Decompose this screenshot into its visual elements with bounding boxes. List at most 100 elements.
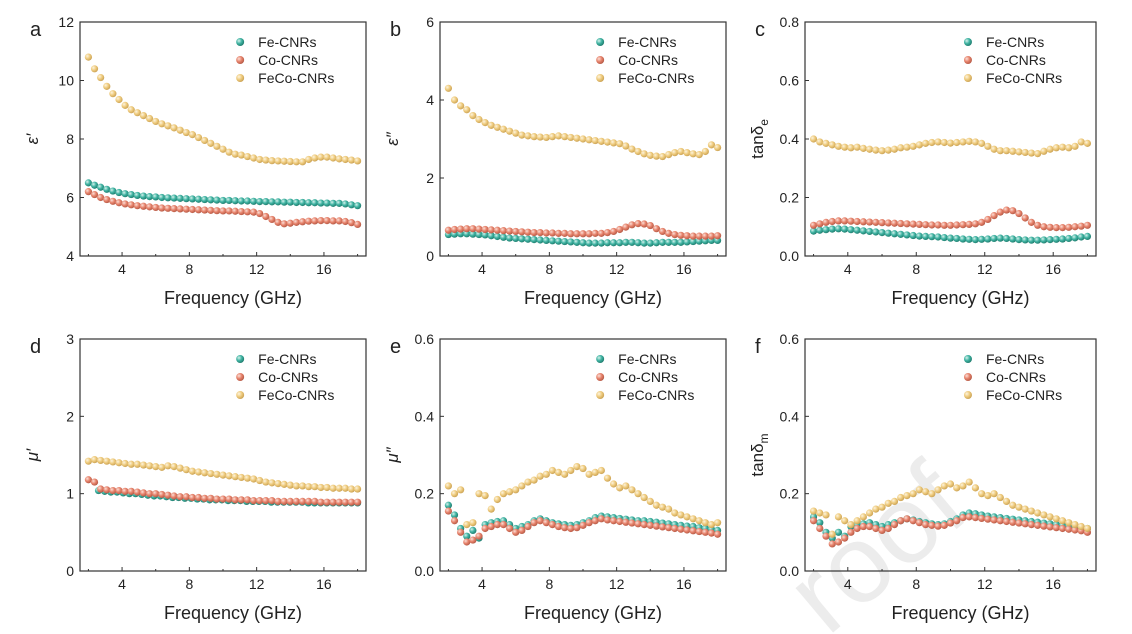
data-point-fe [822, 226, 830, 234]
data-point-co [262, 497, 270, 505]
data-point-fe [567, 238, 575, 246]
data-point-feco [103, 457, 111, 465]
data-point-fe [903, 231, 911, 239]
data-point-feco [707, 521, 716, 529]
x-tick-label: 4 [478, 576, 486, 592]
data-point-co [97, 485, 105, 493]
data-point-feco [946, 139, 955, 147]
y-axis-label: tanδe [748, 119, 771, 159]
data-point-feco [573, 134, 581, 142]
data-point-feco [665, 505, 673, 513]
data-point-co [164, 204, 172, 212]
data-point-feco [286, 157, 294, 166]
data-point-feco [505, 127, 514, 135]
data-point-feco [457, 486, 465, 494]
data-point-fe [1002, 234, 1011, 243]
data-point-feco [518, 131, 526, 139]
data-point-co [946, 221, 955, 229]
data-point-co [121, 200, 129, 208]
data-point-co [946, 519, 955, 527]
data-point-fe [853, 226, 861, 234]
data-point-co [1040, 522, 1048, 530]
data-point-feco [530, 133, 538, 141]
data-point-feco [536, 472, 544, 480]
panel-letter: d [30, 336, 41, 358]
data-point-feco [689, 150, 697, 158]
data-point-fe [353, 202, 362, 210]
x-tick-label: 4 [118, 261, 126, 277]
data-point-co [834, 217, 843, 225]
data-point-feco [1077, 522, 1085, 531]
data-point-fe [1077, 233, 1085, 241]
data-point-feco [121, 459, 129, 468]
data-point-feco [139, 112, 148, 120]
data-point-fe [329, 199, 337, 207]
data-point-fe [481, 231, 489, 239]
data-point-co [280, 497, 288, 505]
data-point-feco [591, 136, 599, 145]
data-point-co [170, 205, 178, 213]
data-point-feco [518, 482, 526, 490]
data-point-feco [1009, 147, 1017, 155]
data-point-feco [1083, 524, 1092, 533]
data-point-co [603, 516, 612, 524]
data-point-co [865, 218, 874, 226]
series-fe [444, 230, 722, 247]
data-point-fe [152, 193, 160, 201]
data-point-co [897, 517, 905, 525]
data-point-fe [84, 179, 93, 187]
legend-label-fe: Fe-CNRs [986, 351, 1044, 367]
data-point-co [109, 486, 117, 495]
panel-letter: c [755, 19, 765, 41]
data-point-co [329, 217, 337, 225]
data-point-co [542, 519, 550, 527]
legend-marker-fe [236, 355, 245, 363]
data-point-co [188, 205, 197, 214]
data-point-feco [481, 492, 489, 500]
data-point-co [853, 217, 861, 226]
data-point-fe [1065, 234, 1073, 243]
data-point-co [990, 212, 998, 220]
data-point-co [1009, 518, 1017, 526]
legend-marker-fe [236, 38, 245, 46]
data-point-co [616, 225, 624, 234]
data-point-co [1002, 517, 1011, 526]
data-point-co [828, 540, 836, 548]
data-point-fe [286, 198, 294, 206]
legend-label-feco: FeCo-CNRs [986, 387, 1062, 403]
data-point-co [164, 491, 172, 499]
data-point-feco [990, 145, 998, 153]
data-point-feco [701, 147, 709, 156]
data-point-co [127, 487, 135, 495]
data-point-feco [652, 501, 661, 509]
data-point-fe [658, 238, 667, 246]
data-point-feco [1077, 138, 1085, 146]
data-point-feco [231, 150, 239, 158]
legend-marker-feco [236, 391, 245, 399]
data-point-co [971, 220, 979, 228]
data-point-co [182, 493, 190, 501]
data-point-feco [127, 106, 135, 114]
data-point-co [646, 521, 654, 529]
data-point-fe [280, 198, 288, 206]
data-point-fe [164, 194, 172, 202]
data-point-co [665, 524, 673, 532]
data-point-fe [213, 196, 221, 204]
y-axis-label: tanδm [748, 433, 771, 476]
data-point-feco [237, 473, 245, 482]
legend-label-fe: Fe-CNRs [258, 34, 316, 50]
data-point-fe [816, 519, 824, 527]
data-point-fe [548, 237, 557, 245]
y-tick-label: 2 [426, 170, 434, 186]
series-co [84, 188, 362, 229]
data-point-feco [554, 468, 563, 476]
series-fe [809, 225, 1092, 244]
data-point-feco [463, 521, 471, 529]
data-point-fe [990, 234, 998, 243]
data-point-fe [231, 197, 239, 205]
series-feco [444, 463, 722, 529]
data-point-fe [469, 526, 477, 535]
data-point-co [194, 493, 203, 502]
data-point-feco [658, 503, 667, 511]
data-point-feco [996, 147, 1004, 155]
